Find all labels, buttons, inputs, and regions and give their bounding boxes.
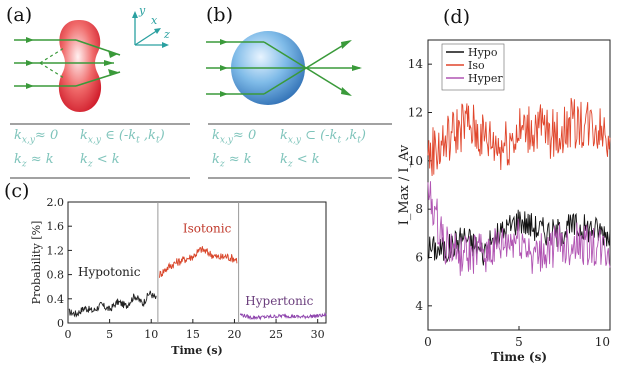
axis-z-label: z	[163, 28, 170, 41]
chart-c-annotation-0: Hypotonic	[78, 265, 141, 279]
panel-a-label: (a)	[6, 4, 33, 26]
chart-c-xtick-label: 25	[269, 328, 283, 341]
chart-d-ytick-label: 14	[408, 57, 424, 71]
panel-c-label: (c)	[4, 180, 30, 202]
chart-c-xtick-label: 10	[144, 328, 158, 341]
chart-d-ytick-label: 4	[415, 299, 423, 313]
chart-c-ytick-label: 0	[57, 317, 64, 330]
chart-d-xtick-label: 10	[595, 335, 610, 349]
axis-y-label: y	[138, 4, 146, 17]
chart-c-series-line-2	[239, 311, 327, 321]
panel-a-rules	[10, 123, 190, 179]
chart-c-xtick-label: 30	[311, 328, 325, 341]
chart-d-ytick-label: 6	[415, 251, 423, 265]
chart-d-legend-label-0: Hypo	[468, 46, 498, 59]
panel-b-diagram	[206, 31, 362, 105]
chart-d-ytick-label: 12	[408, 106, 423, 120]
axis-x-label: x	[151, 14, 158, 27]
panel-a-kxy-right: kx,y ∈ (-kt ,kt)	[80, 128, 165, 146]
chart-c-annotation-1: Isotonic	[183, 221, 232, 235]
chart-d-xtick-label: 0	[424, 335, 432, 349]
panel-b-kxy-left: kx,y≈ 0	[212, 128, 257, 146]
chart-c-ytick-label: 2.0	[47, 196, 65, 209]
chart-c-xtick-label: 15	[186, 328, 200, 341]
panel-a-kxy-left: kx,y≈ 0	[14, 128, 59, 146]
chart-d-ytick-label: 8	[415, 202, 423, 216]
chart-c-frame	[67, 201, 327, 324]
panel-a-diagram: y x z	[14, 4, 170, 112]
chart-c-ytick-label: 1.2	[47, 244, 65, 257]
chart-d-xtick-label: 5	[515, 335, 523, 349]
chart-c-annotation-2: Hypertonic	[245, 294, 313, 308]
panel-a-kz-right: kz < k	[80, 152, 120, 170]
chart-c-ytick-label: 0.4	[47, 293, 65, 306]
chart-d: 4 6 8 10 12 14 0 5 10 Time (s) I_Max / I_Av HypoIso…	[397, 39, 611, 364]
chart-d-legend-label-2: Hyper	[468, 72, 503, 85]
chart-c-ytick-label: 0.8	[47, 269, 65, 282]
chart-d-series-line-2	[427, 181, 611, 276]
chart-c-xtick-label: 20	[227, 328, 241, 341]
chart-d-ylabel: I_Max / I_Av	[397, 144, 412, 225]
chart-d-xlabel: Time (s)	[491, 350, 547, 364]
panel-b-label: (b)	[206, 4, 233, 26]
panel-b-rules	[208, 123, 392, 179]
chart-c-xtick-label: 5	[106, 328, 113, 341]
panel-d-label: (d)	[443, 6, 470, 28]
chart-d-series-line-1	[427, 97, 611, 177]
chart-c: 0 0.4 0.8 1.2 1.6 2.0 0 5 10 15 20 25 30 Time (s) Prob…	[30, 196, 327, 357]
panel-a-kz-left: kz ≈ k	[14, 152, 54, 170]
chart-d-legend-label-1: Iso	[468, 59, 485, 72]
chart-c-series-line-1	[159, 246, 238, 278]
chart-c-xlabel: Time (s)	[171, 344, 222, 357]
chart-c-series-line-0	[68, 290, 157, 318]
panel-b-kxy-right: kx,y ⊂ (-kt ,kt)	[280, 128, 366, 146]
chart-c-ytick-label: 1.6	[47, 220, 65, 233]
chart-c-ylabel: Probability [%]	[30, 221, 43, 305]
panel-b-kz-left: kz ≈ k	[212, 152, 252, 170]
deformed-cell-shape	[58, 20, 102, 112]
panel-b-kz-right: kz < k	[280, 152, 320, 170]
chart-c-xtick-label: 0	[65, 328, 72, 341]
chart-d-ytick-label: 10	[408, 154, 423, 168]
